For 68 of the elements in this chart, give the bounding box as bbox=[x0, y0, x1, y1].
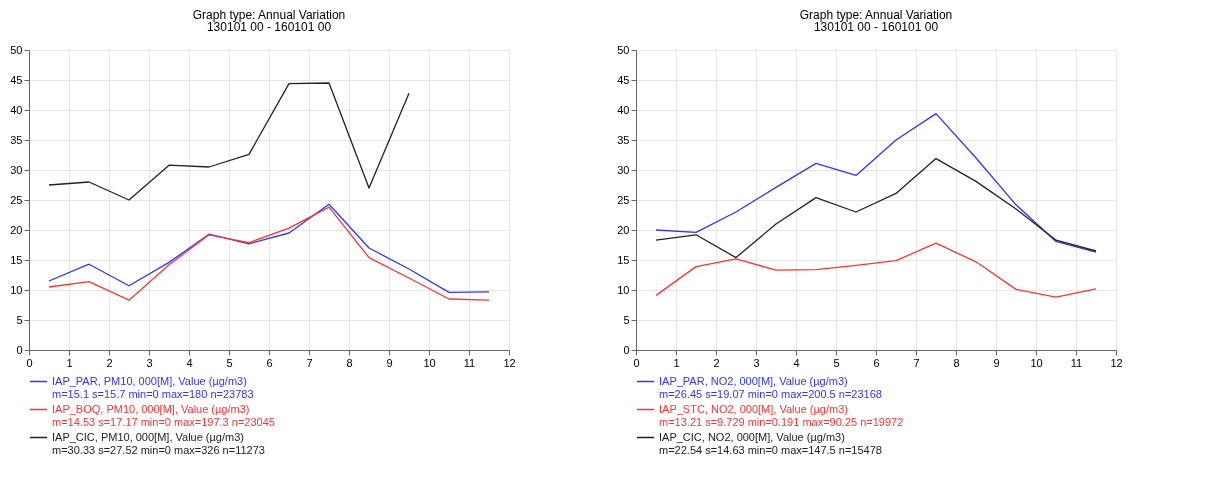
y-tick-label: 0 bbox=[623, 343, 630, 356]
y-tick-label: 50 bbox=[10, 43, 23, 56]
line-series bbox=[48, 82, 410, 201]
x-tick-label: 6 bbox=[266, 356, 273, 369]
line-series bbox=[655, 112, 1097, 253]
x-tick-label: 5 bbox=[833, 356, 840, 369]
x-tick-label: 2 bbox=[106, 356, 113, 369]
chart-title: Graph type: Annual Variation bbox=[192, 8, 346, 22]
y-tick-label: 20 bbox=[10, 223, 23, 236]
x-tick-label: 11 bbox=[463, 356, 476, 369]
text: m=15.1 s=15.7 min=0 max=180 n=23783 bbox=[52, 387, 254, 400]
line-series bbox=[655, 157, 1097, 259]
x-tick-label: 9 bbox=[386, 356, 393, 369]
y-tick-label: 0 bbox=[16, 343, 23, 356]
chart-subtitle: 130101 00 - 160101 00 bbox=[813, 20, 939, 34]
x-tick-label: 0 bbox=[633, 356, 640, 369]
y-tick-label: 35 bbox=[10, 133, 23, 146]
x-tick-label: 3 bbox=[146, 356, 153, 369]
y-tick-label: 20 bbox=[617, 223, 630, 236]
y-tick-label: 30 bbox=[617, 163, 630, 176]
y-tick-label: 25 bbox=[617, 193, 630, 206]
text: m=26.45 s=19.07 min=0 max=200.5 n=23168 bbox=[659, 387, 882, 400]
x-tick-label: 8 bbox=[346, 356, 353, 369]
text: m=14.53 s=17.17 min=0 max=197.3 n=23045 bbox=[52, 415, 275, 428]
y-tick-label: 45 bbox=[10, 73, 23, 86]
y-tick-label: 15 bbox=[617, 253, 630, 266]
text: m=30.33 s=27.52 min=0 max=326 n=11273 bbox=[52, 443, 265, 456]
x-tick-label: 1 bbox=[673, 356, 680, 369]
x-tick-label: 2 bbox=[713, 356, 720, 369]
y-tick-label: 40 bbox=[10, 103, 23, 116]
y-tick-label: 5 bbox=[623, 313, 630, 326]
y-tick-label: 50 bbox=[617, 43, 630, 56]
y-tick-label: 5 bbox=[16, 313, 23, 326]
y-tick-label: 35 bbox=[617, 133, 630, 146]
x-tick-label: 12 bbox=[503, 356, 516, 369]
chart-title: Graph type: Annual Variation bbox=[799, 8, 953, 22]
x-tick-label: 6 bbox=[873, 356, 880, 369]
x-tick-label: 3 bbox=[753, 356, 760, 369]
legend-label: IAP_PAR, PM10, 000[M], Value (µg/m3) bbox=[52, 374, 247, 387]
line-series bbox=[655, 242, 1097, 298]
x-tick-label: 7 bbox=[306, 356, 313, 369]
legend-label: IAP_CIC, NO2, 000[M], Value (µg/m3) bbox=[659, 430, 845, 443]
text: m=13.21 s=9.729 min=0.191 max=90.25 n=19972 bbox=[659, 415, 904, 428]
legend-label: IAP_CIC, PM10, 000[M], Value (µg/m3) bbox=[52, 430, 244, 443]
x-tick-label: 1 bbox=[66, 356, 73, 369]
x-tick-label: 4 bbox=[793, 356, 800, 369]
x-tick-label: 12 bbox=[1110, 356, 1123, 369]
text: m=22.54 s=14.63 min=0 max=147.5 n=15478 bbox=[659, 443, 882, 456]
x-tick-label: 10 bbox=[423, 356, 436, 369]
y-tick-label: 40 bbox=[617, 103, 630, 116]
x-tick-label: 11 bbox=[1070, 356, 1083, 369]
chart-subtitle: 130101 00 - 160101 00 bbox=[206, 20, 332, 34]
x-tick-label: 10 bbox=[1030, 356, 1043, 369]
x-tick-label: 8 bbox=[953, 356, 960, 369]
y-tick-label: 10 bbox=[617, 283, 630, 296]
y-tick-label: 25 bbox=[10, 193, 23, 206]
legend-label: IAP_STC, NO2, 000[M], Value (µg/m3) bbox=[659, 402, 848, 415]
legend-label: IAP_PAR, NO2, 000[M], Value (µg/m3) bbox=[659, 374, 848, 387]
legend-label: IAP_BOQ, PM10, 000[M], Value (µg/m3) bbox=[52, 402, 250, 415]
x-tick-label: 4 bbox=[186, 356, 193, 369]
y-tick-label: 30 bbox=[10, 163, 23, 176]
x-tick-label: 9 bbox=[993, 356, 1000, 369]
y-tick-label: 45 bbox=[617, 73, 630, 86]
y-tick-label: 15 bbox=[10, 253, 23, 266]
x-tick-label: 0 bbox=[26, 356, 33, 369]
y-tick-label: 10 bbox=[10, 283, 23, 296]
x-tick-label: 5 bbox=[226, 356, 233, 369]
x-tick-label: 7 bbox=[913, 356, 920, 369]
